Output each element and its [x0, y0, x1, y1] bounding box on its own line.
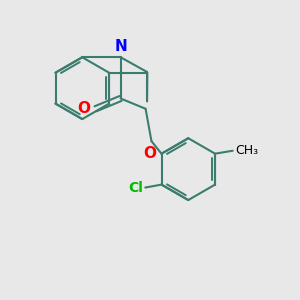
Text: Cl: Cl: [128, 181, 143, 194]
Text: N: N: [114, 39, 127, 54]
Text: O: O: [77, 101, 90, 116]
Text: O: O: [143, 146, 157, 160]
Text: CH₃: CH₃: [235, 144, 258, 157]
